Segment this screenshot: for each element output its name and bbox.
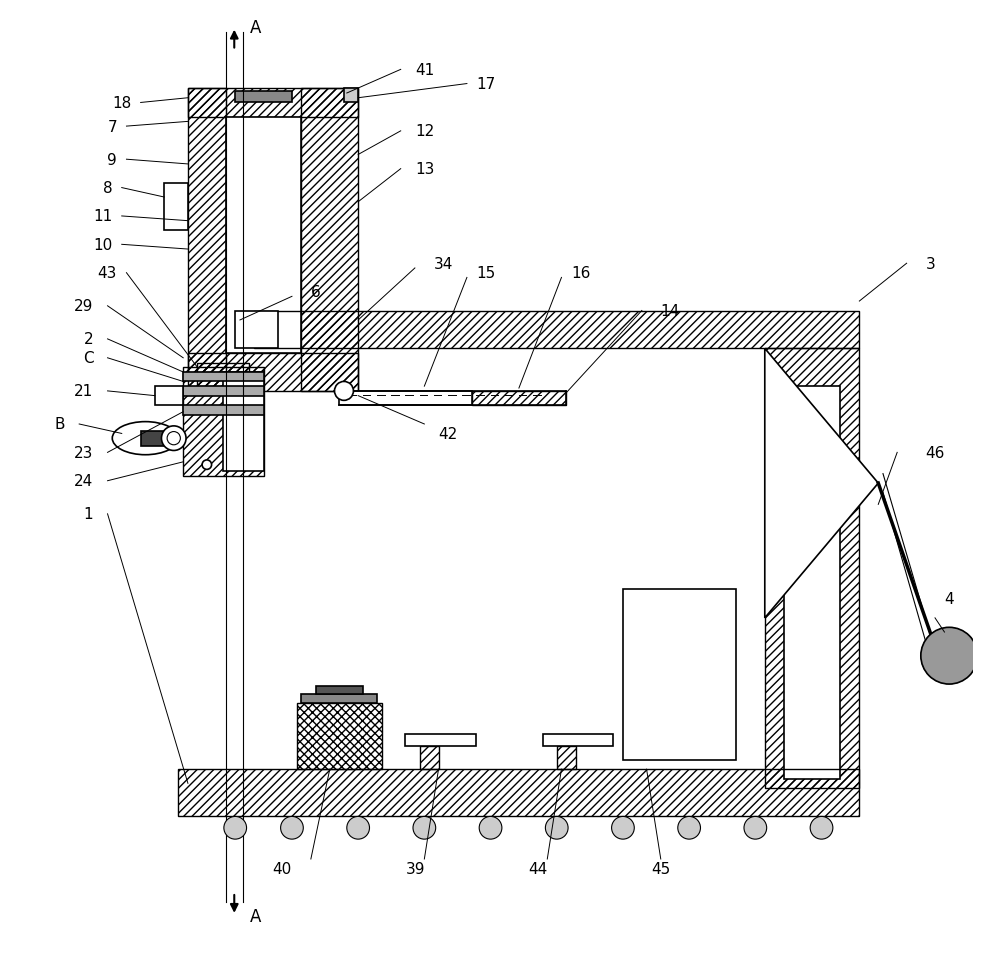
- Bar: [765, 349, 859, 788]
- Bar: [183, 387, 264, 396]
- Bar: [344, 90, 358, 103]
- Bar: [183, 373, 264, 382]
- Text: 23: 23: [74, 445, 93, 460]
- Text: 2: 2: [84, 332, 93, 347]
- Text: 21: 21: [74, 384, 93, 399]
- Text: 8: 8: [103, 181, 112, 196]
- Bar: [188, 90, 358, 117]
- Bar: [155, 387, 183, 406]
- Text: 10: 10: [93, 237, 112, 253]
- Text: 1: 1: [84, 507, 93, 522]
- Bar: [197, 363, 249, 387]
- Bar: [188, 90, 226, 373]
- Bar: [784, 387, 840, 779]
- Circle shape: [202, 460, 212, 470]
- Circle shape: [224, 817, 247, 840]
- Bar: [405, 735, 476, 746]
- Text: 43: 43: [98, 266, 117, 281]
- Bar: [301, 90, 358, 392]
- Text: 17: 17: [476, 77, 496, 91]
- Circle shape: [921, 628, 978, 684]
- Circle shape: [335, 382, 353, 401]
- Text: 40: 40: [273, 862, 292, 876]
- Text: 4: 4: [944, 592, 954, 607]
- Text: 3: 3: [926, 256, 935, 272]
- Bar: [301, 694, 377, 703]
- Circle shape: [479, 817, 502, 840]
- Text: 16: 16: [571, 266, 590, 281]
- Circle shape: [744, 817, 767, 840]
- Polygon shape: [765, 349, 878, 618]
- Bar: [339, 392, 472, 406]
- Text: 14: 14: [661, 304, 680, 318]
- Bar: [183, 368, 264, 476]
- Circle shape: [413, 817, 436, 840]
- Bar: [178, 769, 859, 817]
- Bar: [226, 117, 301, 354]
- Bar: [188, 90, 358, 117]
- Text: 41: 41: [415, 63, 434, 78]
- Text: A: A: [249, 19, 261, 37]
- Bar: [197, 363, 249, 387]
- Text: 7: 7: [107, 119, 117, 134]
- Bar: [420, 746, 439, 769]
- Circle shape: [545, 817, 568, 840]
- Text: 42: 42: [439, 427, 458, 441]
- Text: 6: 6: [311, 285, 321, 300]
- Bar: [164, 184, 188, 231]
- Bar: [543, 735, 613, 746]
- Bar: [183, 368, 264, 476]
- Bar: [188, 354, 358, 392]
- Text: 12: 12: [415, 124, 434, 139]
- Circle shape: [167, 432, 180, 445]
- Text: B: B: [54, 417, 65, 432]
- Bar: [623, 590, 736, 760]
- Bar: [557, 746, 576, 769]
- Bar: [297, 703, 382, 769]
- Bar: [472, 392, 566, 406]
- Bar: [557, 746, 576, 769]
- Circle shape: [281, 817, 303, 840]
- Circle shape: [347, 817, 369, 840]
- Circle shape: [612, 817, 634, 840]
- Text: 46: 46: [926, 445, 945, 460]
- Bar: [223, 373, 264, 472]
- Text: 9: 9: [107, 152, 117, 168]
- Text: 39: 39: [405, 862, 425, 876]
- Bar: [235, 312, 278, 349]
- Text: 11: 11: [93, 210, 112, 224]
- Bar: [188, 354, 358, 392]
- Circle shape: [161, 426, 186, 451]
- Bar: [472, 392, 566, 406]
- Text: 15: 15: [476, 266, 496, 281]
- Bar: [141, 431, 169, 446]
- Bar: [297, 703, 382, 769]
- Text: 34: 34: [434, 256, 453, 272]
- Text: 29: 29: [74, 299, 93, 314]
- Bar: [254, 312, 859, 349]
- Circle shape: [810, 817, 833, 840]
- Text: C: C: [83, 351, 93, 366]
- Text: 24: 24: [74, 474, 93, 489]
- Bar: [178, 769, 859, 817]
- Bar: [235, 92, 292, 103]
- Text: 45: 45: [651, 862, 670, 876]
- Bar: [301, 90, 358, 392]
- Bar: [765, 349, 859, 788]
- Bar: [254, 312, 859, 349]
- Bar: [420, 746, 439, 769]
- Bar: [183, 406, 264, 416]
- Circle shape: [678, 817, 700, 840]
- Text: 44: 44: [528, 862, 548, 876]
- Bar: [188, 90, 226, 373]
- Text: A: A: [249, 907, 261, 924]
- Bar: [316, 686, 363, 694]
- Text: 18: 18: [112, 96, 131, 111]
- Text: 13: 13: [415, 162, 434, 177]
